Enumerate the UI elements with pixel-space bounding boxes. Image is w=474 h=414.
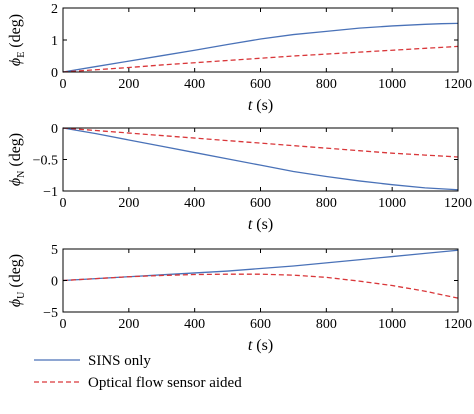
- series-line-sins: [62, 22, 459, 73]
- plot-frame: [62, 127, 459, 192]
- panel-2: 0 200 400 600 800 1000 1200 0 −0.5 −1 t (s) ϕN (deg…: [7, 122, 472, 233]
- x-tick-label: 200: [118, 317, 139, 332]
- y-tick-label: 0: [51, 275, 58, 290]
- series-line-flow: [62, 127, 459, 158]
- legend-label-flow: Optical flow sensor aided: [88, 375, 242, 391]
- y-tick-label: −5: [43, 306, 58, 321]
- x-tick-label: 1200: [444, 317, 472, 332]
- x-tick-label: 1200: [444, 77, 472, 92]
- x-tick-label: 800: [316, 196, 337, 211]
- y-axis-label: ϕN (deg): [7, 133, 27, 186]
- x-tick-label: 1000: [378, 77, 406, 92]
- series-line-flow: [62, 273, 459, 299]
- x-axis-label: t (s): [248, 337, 273, 354]
- panel-1: 0 200 400 600 800 1000 1200 0 1 2 t (s) ϕE (deg): [7, 2, 472, 114]
- legend: SINS only Optical flow sensor aided: [34, 353, 242, 391]
- x-tick-label: 0: [60, 196, 67, 211]
- x-tick-label: 200: [118, 196, 139, 211]
- x-tick-label: 200: [118, 77, 139, 92]
- y-axis-label: ϕU (deg): [7, 254, 27, 307]
- x-axis-label: t (s): [248, 216, 273, 233]
- series-line-sins: [62, 127, 459, 191]
- legend-label-sins: SINS only: [88, 353, 151, 369]
- x-tick-label: 0: [60, 317, 67, 332]
- x-tick-label: 1000: [378, 196, 406, 211]
- y-axis-label: ϕE (deg): [7, 14, 27, 66]
- y-tick-label: −1: [43, 185, 58, 200]
- x-tick-label: 400: [184, 77, 205, 92]
- x-tick-label: 1200: [444, 196, 472, 211]
- x-tick-label: 600: [250, 196, 271, 211]
- x-tick-label: 400: [184, 196, 205, 211]
- x-tick-label: 400: [184, 317, 205, 332]
- x-tick-label: 600: [250, 317, 271, 332]
- series-line-sins: [62, 249, 459, 282]
- plot-frame: [62, 248, 459, 313]
- x-axis-label: t (s): [248, 97, 273, 114]
- y-tick-label: 5: [51, 243, 58, 258]
- y-tick-label: 0: [51, 66, 58, 81]
- x-tick-label: 0: [60, 77, 67, 92]
- x-tick-label: 800: [316, 317, 337, 332]
- y-tick-label: 2: [51, 2, 58, 17]
- x-tick-label: 1000: [378, 317, 406, 332]
- y-tick-label: 0: [51, 122, 58, 137]
- x-tick-label: 800: [316, 77, 337, 92]
- x-tick-label: 600: [250, 77, 271, 92]
- y-tick-label: 1: [51, 34, 58, 49]
- y-tick-label: −0.5: [33, 154, 58, 169]
